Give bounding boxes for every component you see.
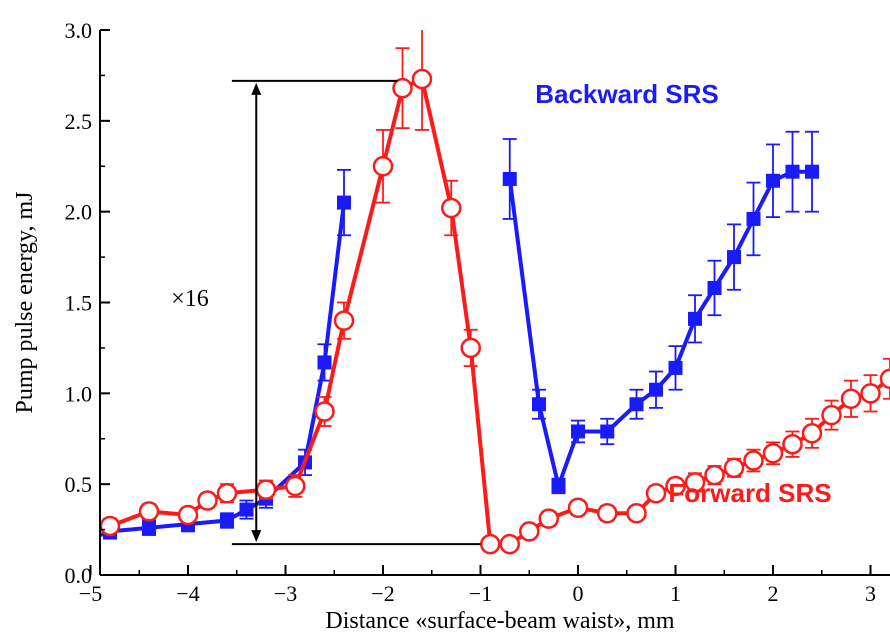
data-point bbox=[630, 397, 644, 411]
y-tick-label: 2.0 bbox=[65, 200, 93, 225]
x-tick-label: 2 bbox=[768, 581, 779, 606]
data-point bbox=[747, 212, 761, 226]
data-point bbox=[520, 522, 538, 540]
data-point bbox=[374, 157, 392, 175]
data-point bbox=[708, 281, 722, 295]
data-point bbox=[823, 406, 841, 424]
data-point bbox=[220, 514, 234, 528]
x-tick-label: −1 bbox=[469, 581, 492, 606]
data-point bbox=[140, 502, 158, 520]
data-point bbox=[337, 196, 351, 210]
data-point bbox=[84, 532, 98, 546]
data-point bbox=[569, 499, 587, 517]
data-point bbox=[805, 165, 819, 179]
data-point bbox=[784, 435, 802, 453]
data-point bbox=[598, 504, 616, 522]
data-point bbox=[240, 503, 254, 517]
data-point bbox=[745, 452, 763, 470]
x-tick-label: 0 bbox=[573, 581, 584, 606]
x-tick-label: 3 bbox=[865, 581, 876, 606]
data-point bbox=[842, 390, 860, 408]
data-point bbox=[142, 521, 156, 535]
data-point bbox=[628, 504, 646, 522]
annotation-arrow-head-top bbox=[251, 83, 261, 95]
x-tick-label: −3 bbox=[274, 581, 297, 606]
data-point bbox=[318, 355, 332, 369]
data-point bbox=[218, 484, 236, 502]
x-tick-label: −4 bbox=[176, 581, 199, 606]
data-point bbox=[442, 199, 460, 217]
x-tick-label: 1 bbox=[670, 581, 681, 606]
data-point bbox=[257, 481, 275, 499]
data-point bbox=[862, 384, 880, 402]
annotation-arrow-head-bottom bbox=[251, 530, 261, 542]
data-point bbox=[199, 492, 217, 510]
data-point bbox=[532, 397, 546, 411]
y-tick-label: 1.0 bbox=[65, 381, 93, 406]
data-point bbox=[600, 424, 614, 438]
data-point bbox=[766, 174, 780, 188]
y-tick-label: 2.5 bbox=[65, 109, 93, 134]
data-point bbox=[316, 403, 334, 421]
data-point bbox=[688, 312, 702, 326]
y-axis-title: Pump pulse energy, mJ bbox=[12, 192, 38, 414]
data-point bbox=[413, 70, 431, 88]
x-axis-title: Distance «surface-beam waist», mm bbox=[325, 608, 675, 634]
y-tick-label: 3.0 bbox=[65, 18, 93, 43]
data-point bbox=[764, 444, 782, 462]
data-point bbox=[501, 535, 519, 553]
data-point bbox=[101, 517, 119, 535]
data-point bbox=[571, 424, 585, 438]
series-label: Backward SRS bbox=[535, 79, 719, 109]
series-label: Forward SRS bbox=[668, 478, 831, 508]
labels-layer: −5−4−3−2−1012340.00.51.01.52.02.53.0Dist… bbox=[12, 18, 890, 634]
data-point bbox=[881, 370, 890, 388]
data-point bbox=[540, 510, 558, 528]
data-point bbox=[647, 484, 665, 502]
y-tick-label: 1.5 bbox=[65, 291, 93, 316]
data-point bbox=[649, 383, 663, 397]
data-point bbox=[335, 312, 353, 330]
data-point bbox=[786, 165, 800, 179]
series-line bbox=[91, 79, 890, 544]
y-tick-label: 0.0 bbox=[65, 563, 93, 588]
data-point bbox=[82, 519, 100, 537]
data-point bbox=[725, 459, 743, 477]
y-tick-label: 0.5 bbox=[65, 472, 93, 497]
series-line bbox=[510, 172, 812, 486]
data-point bbox=[179, 506, 197, 524]
data-point bbox=[803, 424, 821, 442]
data-point bbox=[462, 339, 480, 357]
data-point bbox=[481, 535, 499, 553]
data-point bbox=[669, 361, 683, 375]
data-point bbox=[503, 172, 517, 186]
data-point bbox=[727, 250, 741, 264]
x-tick-label: −2 bbox=[371, 581, 394, 606]
annotation-label: ×16 bbox=[171, 286, 209, 312]
data-point bbox=[552, 479, 566, 493]
data-point bbox=[286, 477, 304, 495]
annotation-layer: ×16 bbox=[171, 81, 480, 544]
series-line bbox=[91, 203, 345, 539]
